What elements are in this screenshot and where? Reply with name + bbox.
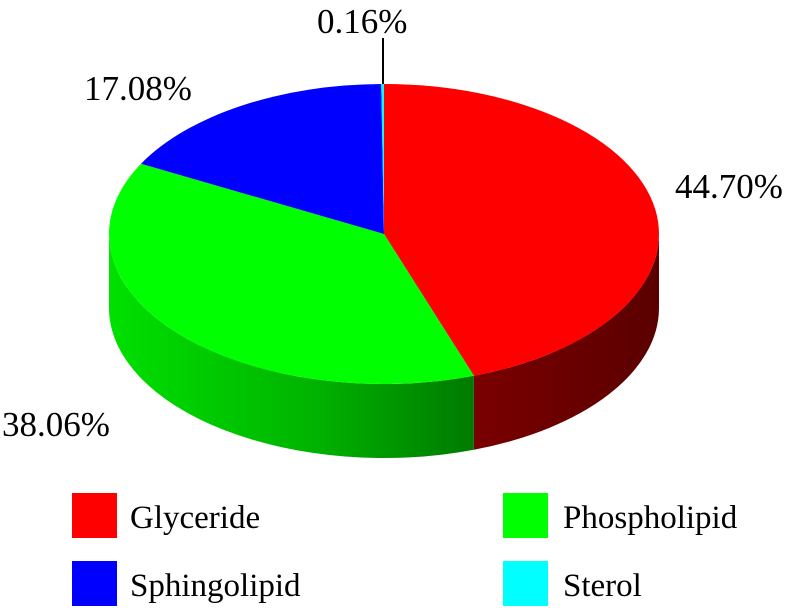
pie-slice-sterol	[381, 84, 384, 234]
legend-label-sterol: Sterol	[563, 568, 642, 604]
legend-swatch-sphingolipid	[72, 561, 117, 606]
pie-side-glyceride	[473, 234, 659, 450]
percent-labels: 44.70% 38.06% 17.08% 0.16%	[2, 2, 783, 444]
legend-label-glyceride: Glyceride	[130, 500, 260, 536]
pie-slice-phospholipid	[109, 163, 474, 384]
pie-slice-sphingolipid	[141, 84, 384, 235]
legend-swatch-sterol	[503, 561, 548, 606]
pie-side-phospholipid	[109, 234, 474, 459]
legend: Glyceride Phospholipid Sphingolipid Ster…	[72, 493, 738, 606]
legend-swatch-glyceride	[72, 493, 117, 538]
slice-label-sterol: 0.16%	[317, 2, 407, 41]
slice-label-phospholipid: 38.06%	[2, 405, 110, 444]
legend-swatch-phospholipid	[503, 493, 548, 538]
legend-label-sphingolipid: Sphingolipid	[130, 568, 301, 604]
pie-sides	[109, 234, 659, 459]
pie-tops	[109, 84, 659, 384]
slice-label-sphingolipid: 17.08%	[84, 69, 192, 108]
pie-slice-glyceride	[384, 84, 659, 376]
legend-label-phospholipid: Phospholipid	[563, 500, 738, 536]
slice-label-glyceride: 44.70%	[675, 167, 783, 206]
